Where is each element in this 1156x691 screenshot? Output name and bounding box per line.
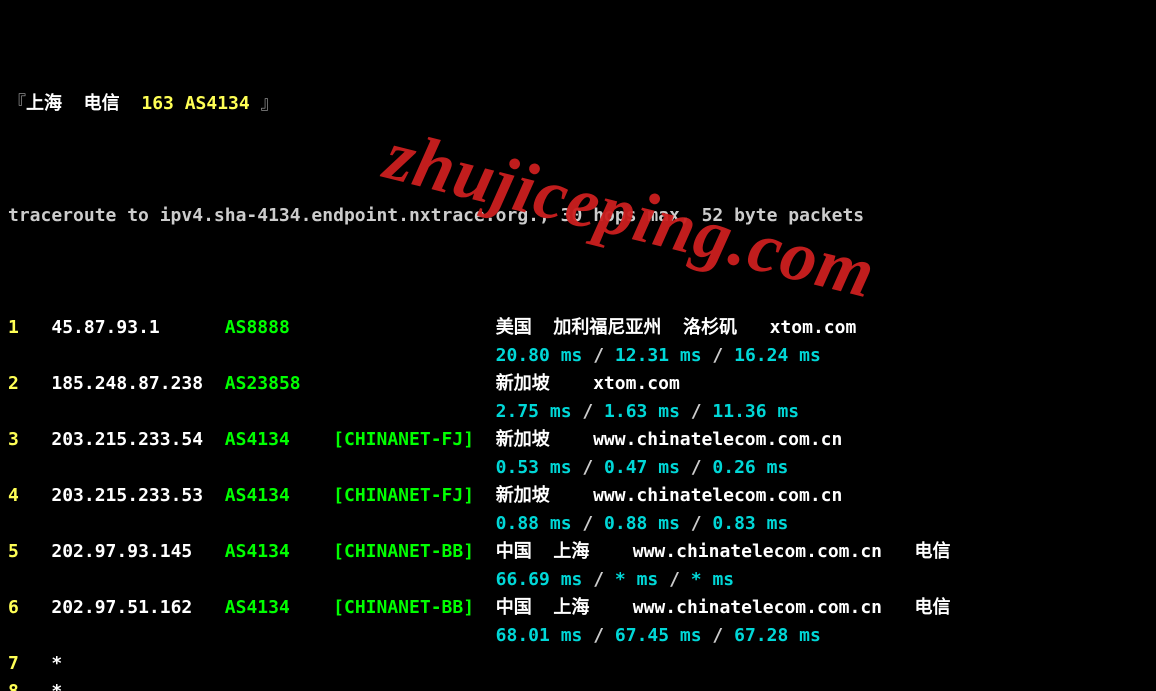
header-row: 『上海 电信 163 AS4134 』 [8, 90, 1148, 118]
rtt-value: 16.24 ms [734, 345, 821, 366]
bracket-close: 』 [261, 93, 279, 114]
hop-location: 中国 上海 www.chinatelecom.com.cn 电信 [496, 597, 951, 618]
bracket-open: 『 [8, 93, 26, 114]
hop-rtt-row: 0.53 ms / 0.47 ms / 0.26 ms [8, 454, 1148, 482]
hop-asn: AS4134 [225, 429, 301, 450]
rtt-value: 20.80 ms [496, 345, 583, 366]
hop-row: 3 203.215.233.54 AS4134 [CHINANET-FJ] 新加… [8, 426, 1148, 454]
hop-row: 6 202.97.51.162 AS4134 [CHINANET-BB] 中国 … [8, 594, 1148, 622]
hop-rtt-row: 2.75 ms / 1.63 ms / 11.36 ms [8, 398, 1148, 426]
hop-ip: 45.87.93.1 [51, 317, 203, 338]
hop-number: 8 [8, 681, 30, 691]
hop-rtt-row: 66.69 ms / * ms / * ms [8, 566, 1148, 594]
asn-label: 163 AS4134 [141, 93, 260, 114]
rtt-separator: / [680, 401, 713, 422]
hops-container: 1 45.87.93.1 AS8888 美国 加利福尼亚州 洛杉矶 xtom.c… [8, 314, 1148, 691]
rtt-separator: / [658, 569, 691, 590]
rtt-value: 0.47 ms [604, 457, 680, 478]
hop-row: 1 45.87.93.1 AS8888 美国 加利福尼亚州 洛杉矶 xtom.c… [8, 314, 1148, 342]
hop-location: 新加坡 xtom.com [496, 373, 680, 394]
hop-rtt-row: 68.01 ms / 67.45 ms / 67.28 ms [8, 622, 1148, 650]
rtt-separator: / [702, 345, 735, 366]
rtt-value: 66.69 ms [496, 569, 583, 590]
command-line: traceroute to ipv4.sha-4134.endpoint.nxt… [8, 202, 1148, 230]
hop-number: 4 [8, 485, 30, 506]
hop-netname [333, 317, 474, 338]
rtt-value: * ms [615, 569, 658, 590]
hop-ip: 203.215.233.54 [51, 429, 203, 450]
hop-asn: AS8888 [225, 317, 301, 338]
rtt-value: 0.26 ms [712, 457, 788, 478]
rtt-separator: / [572, 401, 605, 422]
rtt-separator: / [702, 625, 735, 646]
hop-ip: 202.97.51.162 [51, 597, 203, 618]
hop-ip: * [51, 681, 203, 691]
hop-asn: AS4134 [225, 597, 301, 618]
hop-rtt-row: 20.80 ms / 12.31 ms / 16.24 ms [8, 342, 1148, 370]
hop-netname [333, 373, 474, 394]
hop-row: 7 * [8, 650, 1148, 678]
rtt-separator: / [572, 513, 605, 534]
hop-number: 2 [8, 373, 30, 394]
rtt-value: 67.28 ms [734, 625, 821, 646]
hop-location: 新加坡 www.chinatelecom.com.cn [496, 485, 843, 506]
rtt-separator: / [582, 625, 615, 646]
hop-number: 5 [8, 541, 30, 562]
rtt-value: 0.53 ms [496, 457, 572, 478]
hop-number: 6 [8, 597, 30, 618]
rtt-separator: / [680, 513, 713, 534]
rtt-value: 67.45 ms [615, 625, 702, 646]
rtt-separator: / [572, 457, 605, 478]
rtt-value: 0.88 ms [604, 513, 680, 534]
hop-number: 3 [8, 429, 30, 450]
rtt-separator: / [582, 569, 615, 590]
hop-ip: * [51, 653, 203, 674]
rtt-value: * ms [691, 569, 734, 590]
rtt-value: 1.63 ms [604, 401, 680, 422]
rtt-value: 2.75 ms [496, 401, 572, 422]
rtt-value: 0.88 ms [496, 513, 572, 534]
hop-asn: AS4134 [225, 541, 301, 562]
rtt-value: 12.31 ms [615, 345, 702, 366]
rtt-value: 11.36 ms [712, 401, 799, 422]
hop-row: 2 185.248.87.238 AS23858 新加坡 xtom.com [8, 370, 1148, 398]
hop-netname: [CHINANET-FJ] [333, 429, 474, 450]
hop-netname: [CHINANET-BB] [333, 541, 474, 562]
rtt-separator: / [680, 457, 713, 478]
rtt-value: 68.01 ms [496, 625, 583, 646]
hop-number: 7 [8, 653, 30, 674]
hop-row: 8 * [8, 678, 1148, 691]
hop-rtt-row: 0.88 ms / 0.88 ms / 0.83 ms [8, 510, 1148, 538]
hop-asn: AS23858 [225, 373, 301, 394]
route-label: 上海 电信 [26, 93, 141, 114]
hop-row: 4 203.215.233.53 AS4134 [CHINANET-FJ] 新加… [8, 482, 1148, 510]
terminal-output: 『上海 电信 163 AS4134 』 traceroute to ipv4.s… [0, 0, 1156, 691]
hop-ip: 185.248.87.238 [51, 373, 203, 394]
hop-netname: [CHINANET-FJ] [333, 485, 474, 506]
hop-location: 美国 加利福尼亚州 洛杉矶 xtom.com [496, 317, 857, 338]
hop-row: 5 202.97.93.145 AS4134 [CHINANET-BB] 中国 … [8, 538, 1148, 566]
hop-netname: [CHINANET-BB] [333, 597, 474, 618]
hop-location: 新加坡 www.chinatelecom.com.cn [496, 429, 843, 450]
rtt-separator: / [582, 345, 615, 366]
hop-number: 1 [8, 317, 30, 338]
hop-location: 中国 上海 www.chinatelecom.com.cn 电信 [496, 541, 951, 562]
hop-asn: AS4134 [225, 485, 301, 506]
hop-ip: 202.97.93.145 [51, 541, 203, 562]
hop-ip: 203.215.233.53 [51, 485, 203, 506]
rtt-value: 0.83 ms [712, 513, 788, 534]
